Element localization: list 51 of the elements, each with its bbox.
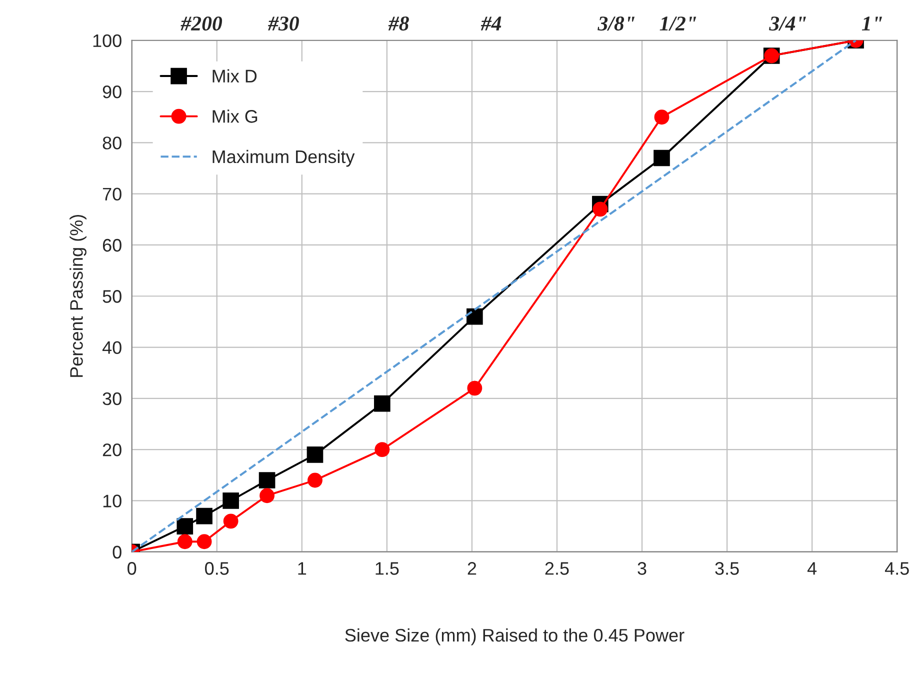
point: [176, 518, 194, 534]
text: 1/2": [660, 16, 696, 31]
y-tick-label: 80: [102, 136, 122, 150]
text: #8: [388, 16, 409, 31]
x-tick-label: 4: [807, 562, 817, 575]
point: [222, 492, 239, 509]
x-tick-label: 1.5: [376, 562, 399, 575]
text: 3/4": [769, 16, 806, 31]
point: [308, 472, 322, 488]
x-tick-label: 0.5: [205, 562, 229, 575]
x-tick-label: 0: [128, 562, 136, 575]
y-tick-label: 60: [102, 238, 122, 252]
y-tick-label: 20: [102, 444, 122, 456]
text: #30: [268, 16, 299, 31]
x-tick-label: 2: [468, 562, 476, 575]
point: [306, 446, 324, 463]
y-tick-label: 30: [102, 392, 122, 406]
y-tick-label: 10: [103, 494, 122, 508]
point: [654, 110, 670, 125]
y-axis-title: Percent Passing (%): [70, 214, 86, 377]
y-tick-label: 70: [102, 188, 122, 201]
point: [223, 514, 238, 529]
text: 1": [862, 16, 882, 30]
legend-label: Mix G: [212, 110, 258, 123]
point: [196, 508, 212, 524]
x-tick-label: 3: [638, 562, 646, 575]
x-tick-label: 2.5: [545, 562, 569, 575]
x-tick-label: 4.5: [884, 562, 909, 575]
point: [466, 308, 483, 325]
y-tick-label: 40: [102, 341, 122, 354]
point: [260, 488, 275, 504]
point: [196, 534, 212, 550]
y-tick-label: 100: [93, 34, 122, 48]
point: [258, 472, 276, 488]
legend-label: Mix D: [212, 69, 257, 82]
point: [592, 202, 608, 217]
point: [177, 534, 192, 550]
x-tick-label: 1: [298, 562, 306, 575]
legend-label: Maximum Density: [212, 150, 355, 167]
y-tick-label: 0: [112, 546, 122, 559]
x-axis-title: Sieve Size (mm) Raised to the 0.45 Power: [345, 628, 684, 646]
text: #4: [480, 16, 502, 30]
point: [654, 150, 670, 166]
y-tick-label: 90: [102, 85, 122, 98]
point: [374, 442, 390, 458]
x-tick-label: 3.5: [715, 562, 739, 575]
point: [374, 395, 390, 412]
text: #200: [180, 16, 222, 31]
text: 3/8": [598, 16, 635, 31]
point: [467, 380, 482, 396]
y-tick-label: 50: [102, 290, 122, 303]
